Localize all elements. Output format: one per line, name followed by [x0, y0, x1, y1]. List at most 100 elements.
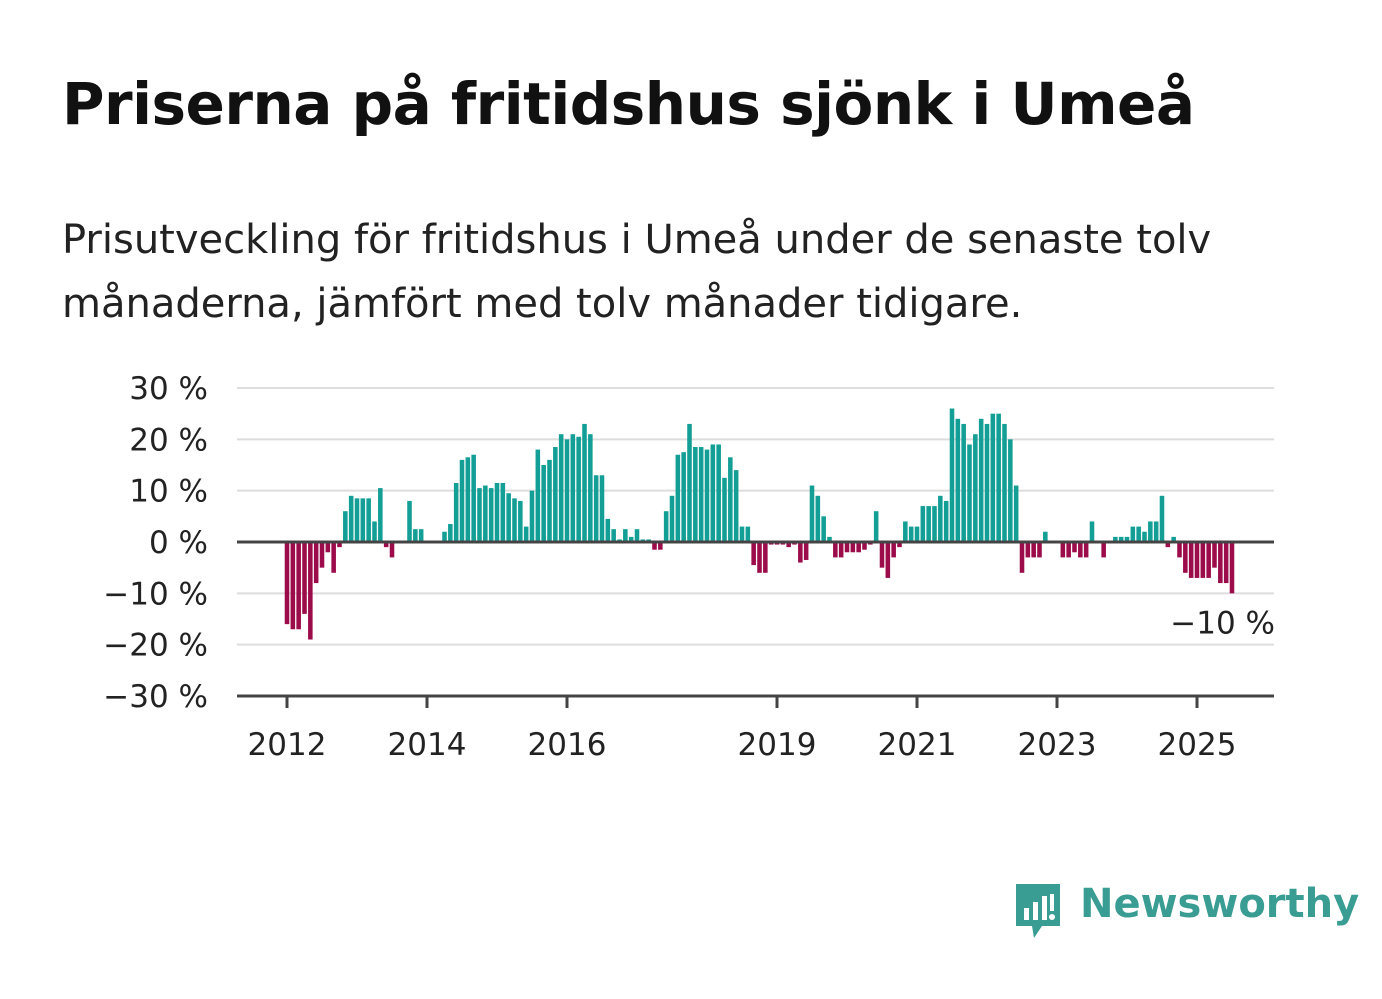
- bar-50: [576, 436, 581, 542]
- bar-35: [488, 488, 494, 542]
- bar-122: [996, 413, 1001, 542]
- bar-7: [325, 542, 331, 553]
- x-tick-label-5: 2023: [1018, 727, 1097, 763]
- bar-49: [570, 434, 576, 542]
- bar-73: [710, 444, 716, 542]
- bar-2: [296, 542, 301, 630]
- bar-48: [564, 439, 570, 542]
- y-tick-label-4: 10 %: [129, 474, 208, 510]
- y-tick-label-6: 30 %: [129, 371, 208, 407]
- bar-53: [593, 475, 599, 542]
- bar-43: [535, 449, 541, 542]
- bar-129: [1037, 542, 1042, 558]
- y-tick-label-1: −20 %: [103, 628, 208, 664]
- bar-74: [716, 444, 721, 542]
- bar-149: [1153, 521, 1159, 542]
- bar-134: [1066, 542, 1071, 558]
- bar-65: [663, 511, 669, 542]
- bar-90: [809, 485, 815, 542]
- bar-58: [623, 529, 628, 542]
- bar-119: [978, 418, 984, 542]
- bar-107: [908, 526, 914, 542]
- bar-16: [378, 488, 383, 542]
- newsworthy-logo: Newsworthy: [1012, 878, 1359, 942]
- bar-4: [308, 542, 313, 640]
- bar-45: [547, 459, 552, 542]
- bar-94: [833, 542, 838, 558]
- bar-47: [558, 434, 564, 542]
- bar-60: [634, 529, 640, 542]
- bar-52: [588, 434, 593, 542]
- bar-135: [1072, 542, 1077, 553]
- bar-66: [669, 495, 675, 542]
- bar-146: [1136, 526, 1141, 542]
- bar-29: [453, 482, 459, 542]
- bar-144: [1124, 536, 1130, 542]
- bar-150: [1159, 495, 1165, 542]
- bar-111: [932, 506, 937, 542]
- chart-axes: [237, 540, 1274, 698]
- bar-151: [1165, 542, 1171, 548]
- bar-36: [494, 482, 500, 542]
- bar-88: [798, 542, 803, 563]
- bar-138: [1089, 521, 1095, 542]
- bar-102: [879, 542, 885, 568]
- bar-63: [652, 542, 657, 550]
- bar-99: [862, 542, 867, 550]
- bar-159: [1212, 542, 1217, 568]
- bar-157: [1200, 542, 1206, 578]
- x-tick-label-1: 2014: [388, 727, 467, 763]
- bar-127: [1025, 542, 1031, 558]
- bar-55: [605, 518, 611, 542]
- last-value-annotation: −10 %: [1170, 605, 1275, 641]
- bar-0: [284, 542, 290, 625]
- bar-123: [1002, 423, 1007, 542]
- bar-92: [821, 516, 826, 542]
- bar-8: [331, 542, 336, 573]
- bar-118: [973, 434, 978, 542]
- bar-80: [751, 542, 756, 566]
- x-tick-label-3: 2019: [738, 727, 817, 763]
- bar-11: [348, 495, 354, 542]
- y-tick-label-3: 0 %: [149, 525, 208, 561]
- bar-78: [739, 526, 745, 542]
- bar-137: [1083, 542, 1089, 558]
- bar-81: [757, 542, 762, 573]
- bar-125: [1013, 485, 1019, 542]
- bar-75: [722, 477, 727, 542]
- bar-156: [1194, 542, 1200, 578]
- bar-110: [926, 506, 931, 542]
- bar-21: [407, 500, 412, 542]
- bar-76: [728, 457, 733, 542]
- bar-128: [1031, 542, 1036, 558]
- bar-series: [284, 408, 1235, 640]
- bar-40: [518, 500, 523, 542]
- bar-147: [1142, 531, 1147, 542]
- bar-86: [786, 542, 791, 548]
- bar-95: [838, 542, 844, 558]
- bar-27: [442, 531, 447, 542]
- bar-13: [360, 498, 366, 542]
- bar-154: [1183, 542, 1188, 573]
- bar-46: [553, 447, 558, 542]
- bar-10: [343, 511, 348, 542]
- bar-140: [1101, 542, 1106, 558]
- bar-31: [465, 457, 471, 542]
- bar-124: [1008, 439, 1013, 542]
- bar-70: [693, 447, 698, 542]
- bar-39: [512, 498, 517, 542]
- bar-9: [337, 542, 342, 548]
- bar-44: [541, 465, 546, 542]
- bar-18: [389, 542, 395, 558]
- y-axis-ticks: −30 % −20 % −10 % 0 % 10 % 20 % 30 %: [103, 371, 208, 715]
- x-tick-label-2: 2016: [528, 727, 607, 763]
- bar-59: [628, 536, 634, 542]
- bar-71: [698, 447, 704, 542]
- bar-37: [500, 482, 506, 542]
- x-tick-label-0: 2012: [248, 727, 327, 763]
- bar-38: [506, 493, 511, 542]
- grid-lines: [237, 387, 1274, 646]
- newsworthy-logo-icon: [1016, 884, 1060, 938]
- bar-136: [1078, 542, 1083, 558]
- bar-41: [523, 526, 529, 542]
